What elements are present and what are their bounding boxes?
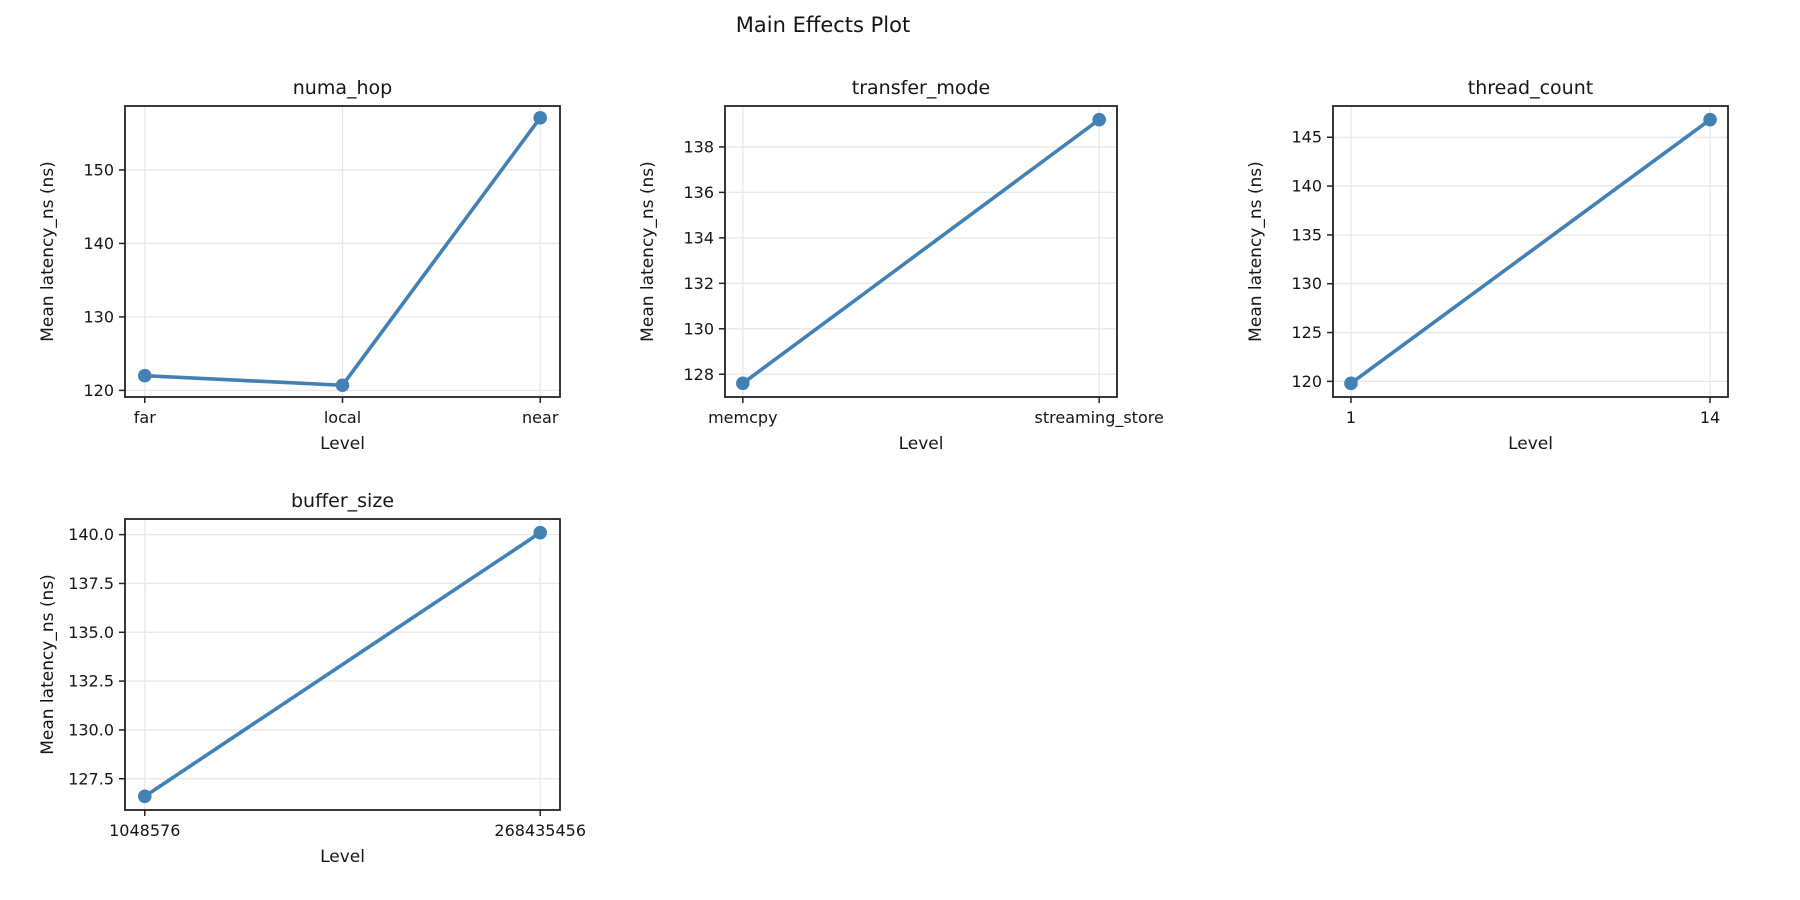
y-axis-label: Mean latency_ns (ns) — [1246, 161, 1266, 342]
axes-spines — [124, 518, 561, 811]
y-tick-label: 135 — [1291, 225, 1322, 244]
y-tick-label: 140 — [1291, 177, 1322, 196]
y-tick-label: 130 — [83, 307, 114, 326]
x-tick-label: near — [522, 408, 559, 427]
x-axis-label: Level — [899, 434, 944, 454]
x-axis-label: Level — [1508, 434, 1553, 454]
y-tick-label: 137.5 — [68, 574, 114, 593]
data-line — [142, 530, 543, 799]
data-line — [741, 117, 1101, 386]
data-point — [137, 789, 152, 804]
y-tick-label: 132.5 — [68, 672, 114, 691]
y-tick-label: 130 — [683, 319, 714, 338]
data-point — [335, 378, 350, 393]
x-tick-label: local — [324, 408, 361, 427]
subplot-title: transfer_mode — [852, 77, 990, 99]
subplot-title: buffer_size — [291, 490, 394, 512]
y-tick-label: 130.0 — [68, 720, 114, 739]
y-axis-label: Mean latency_ns (ns) — [38, 574, 58, 755]
x-tick-label: far — [134, 408, 156, 427]
y-axis-label: Mean latency_ns (ns) — [638, 161, 658, 342]
x-tick-label: 1 — [1346, 408, 1356, 427]
y-tick-label: 136 — [683, 183, 714, 202]
subplot-numa_hop: far local near 120 130 140 150 numa_hop Level Mea… — [38, 77, 561, 454]
x-tick-label: streaming_store — [1035, 408, 1164, 428]
x-axis-label: Level — [320, 434, 365, 454]
subplot-buffer_size: 1048576 268435456 127.5 130.0 132.5 135.0 137.… — [38, 490, 586, 867]
data-point — [533, 525, 548, 540]
data-point — [1703, 112, 1717, 127]
x-tick-label: 268435456 — [494, 821, 586, 840]
y-tick-label: 120 — [83, 381, 114, 400]
data-point — [1344, 376, 1358, 391]
y-tick-label: 150 — [83, 160, 114, 179]
axes-spines — [724, 105, 1118, 398]
y-tick-label: 128 — [683, 365, 714, 384]
data-point — [1092, 112, 1106, 127]
axes-spines — [1332, 105, 1729, 398]
x-axis-label: Level — [320, 847, 365, 867]
x-tick-label: 1048576 — [109, 821, 180, 840]
data-line — [1349, 117, 1712, 386]
subplot-thread_count: 1 14 120 125 130 135 140 145 thread_count Level Me… — [1246, 77, 1729, 454]
y-tick-label: 134 — [683, 228, 714, 247]
subplot-title: numa_hop — [293, 77, 392, 99]
y-tick-label: 140 — [83, 234, 114, 253]
x-tick-label: 14 — [1700, 408, 1720, 427]
subplot-title: thread_count — [1468, 77, 1593, 99]
subplot-transfer_mode: memcpy streaming_store 128 130 132 134 136 138 t… — [638, 77, 1164, 454]
figure-title: Main Effects Plot — [735, 13, 911, 37]
y-tick-label: 130 — [1291, 274, 1322, 293]
y-tick-label: 140.0 — [68, 525, 114, 544]
y-tick-label: 132 — [683, 274, 714, 293]
data-point — [736, 376, 750, 391]
y-tick-label: 120 — [1291, 372, 1322, 391]
y-tick-label: 127.5 — [68, 769, 114, 788]
data-point — [533, 110, 548, 125]
y-tick-label: 135.0 — [68, 623, 114, 642]
y-tick-label: 145 — [1291, 128, 1322, 147]
data-point — [137, 368, 152, 383]
x-tick-label: memcpy — [708, 408, 777, 427]
y-tick-label: 125 — [1291, 323, 1322, 342]
y-axis-label: Mean latency_ns (ns) — [38, 161, 58, 342]
y-tick-label: 138 — [683, 137, 714, 156]
